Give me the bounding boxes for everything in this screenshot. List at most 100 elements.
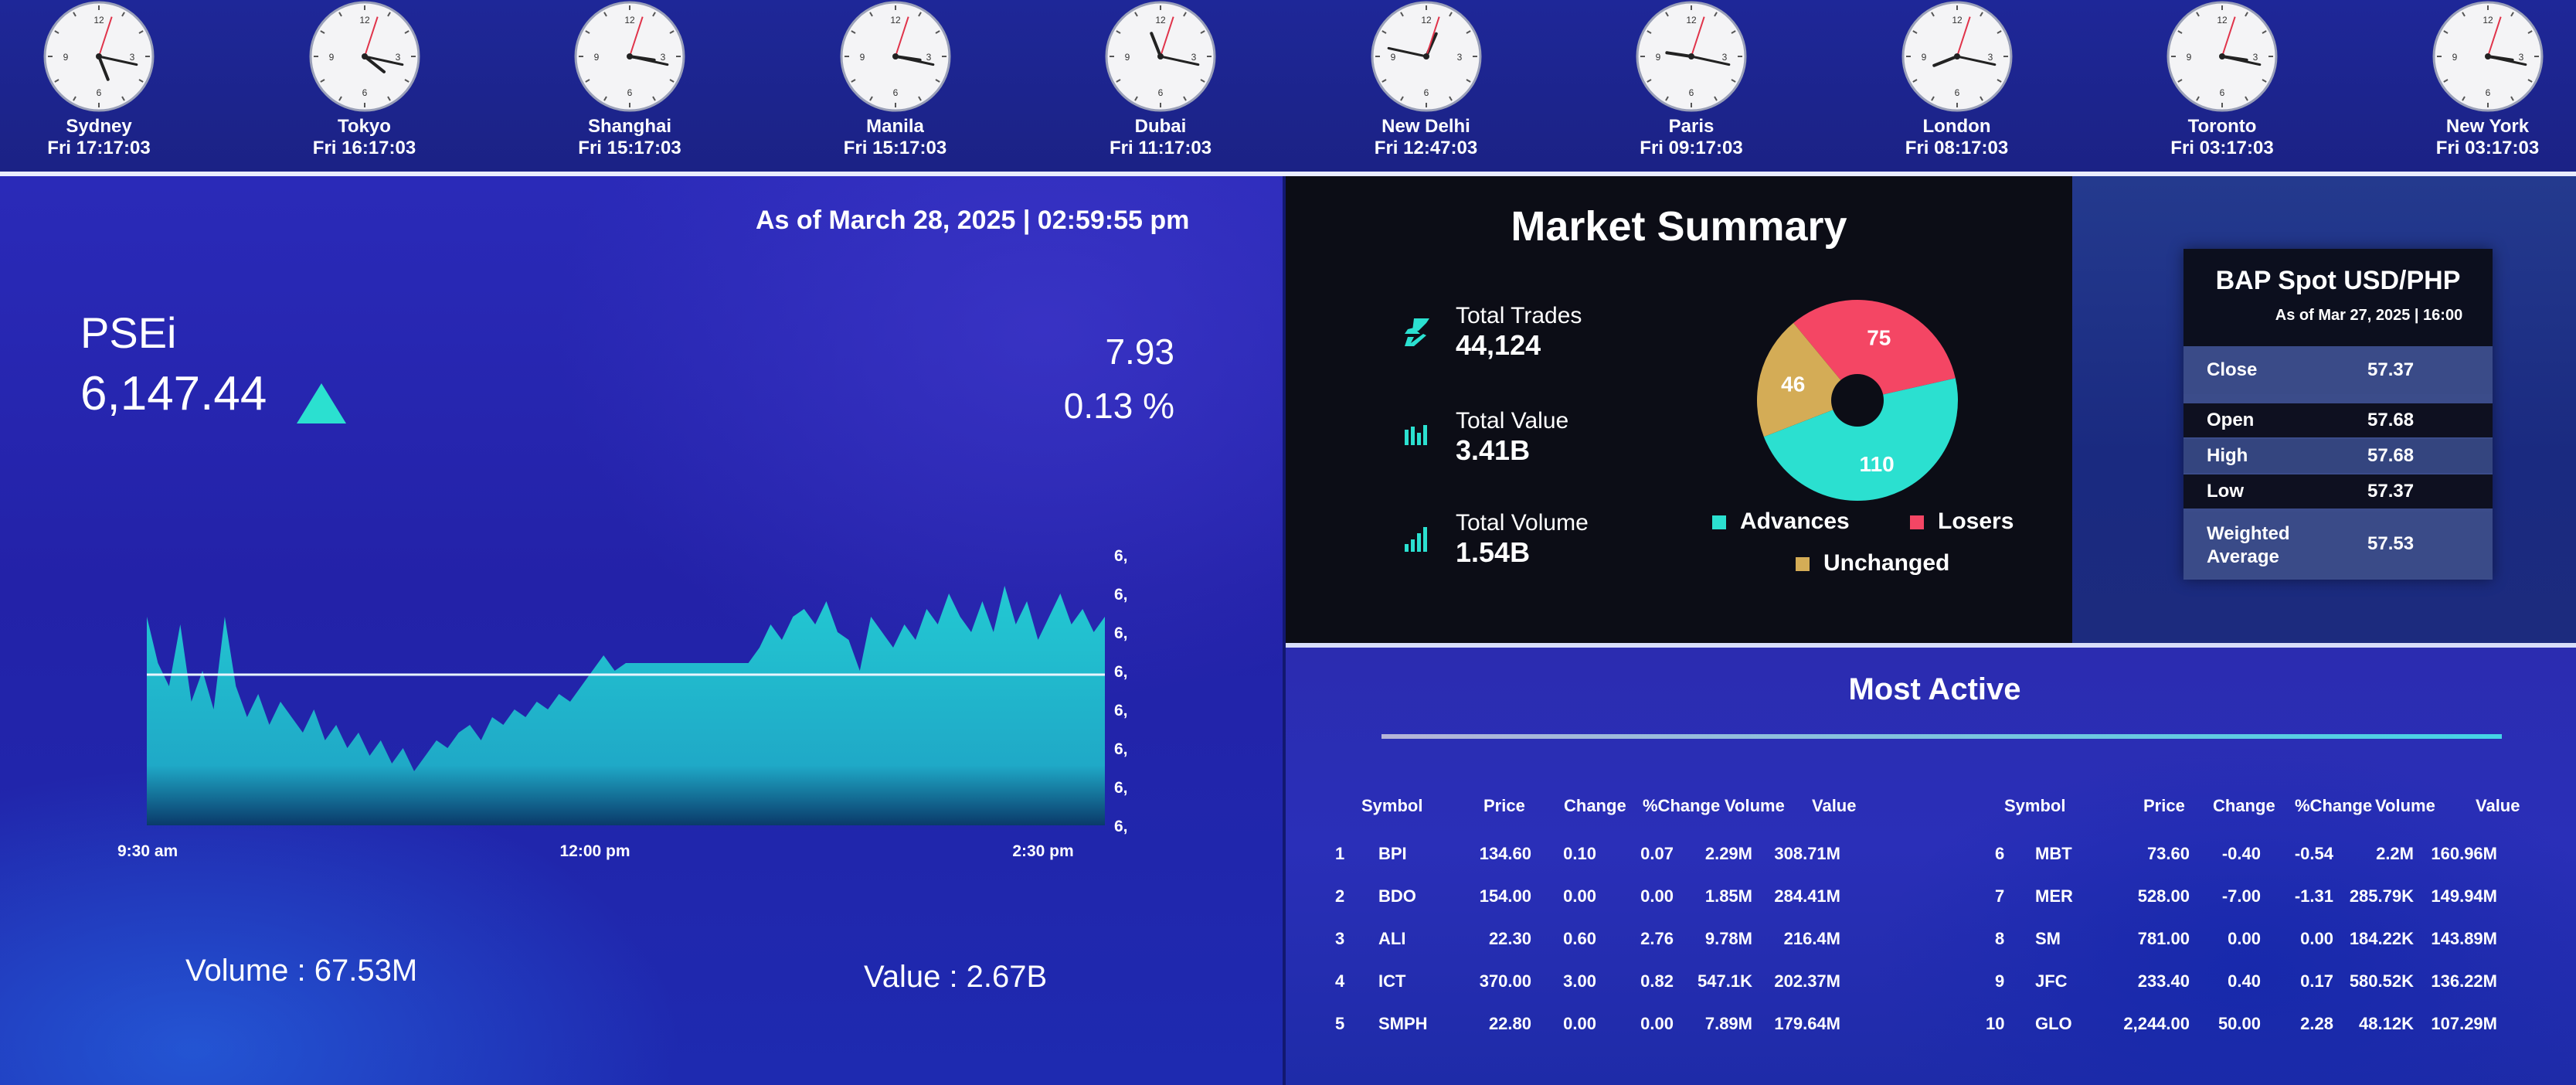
svg-text:9: 9 — [63, 52, 69, 63]
svg-text:6: 6 — [2485, 87, 2490, 98]
column-header-value: Value — [1812, 796, 1857, 815]
psei-panel: As of March 28, 2025 | 02:59:55 pm PSEi … — [0, 176, 1283, 1085]
column-header-symbol: Symbol — [2004, 796, 2066, 815]
clock-face-icon: 12 3 6 9 — [1901, 1, 2012, 112]
column-header-pct-change: %Change — [2295, 796, 2373, 815]
row-pct-change: 0.00 — [1640, 1014, 1674, 1033]
clock-city-label: New York — [2445, 116, 2530, 137]
svg-text:6: 6 — [97, 87, 102, 98]
most-active-title: Most Active — [1848, 672, 2021, 706]
clock-paris: 12 3 6 9 Paris Fri 09:17:03 — [1614, 0, 1769, 159]
row-symbol: SMPH — [1378, 1014, 1428, 1033]
donut-slice-unchanged — [1757, 322, 1857, 437]
row-price: 22.30 — [1488, 929, 1531, 948]
clock-face-icon: 12 3 6 9 — [309, 1, 420, 112]
clock-shanghai: 12 3 6 9 Shanghai Fri 15:17:03 — [552, 0, 707, 159]
section-divider — [1286, 643, 2576, 648]
row-change: -7.00 — [2221, 886, 2261, 906]
svg-text:9: 9 — [1390, 52, 1395, 63]
row-change: 50.00 — [2217, 1014, 2261, 1033]
total-value-stat: Total Value 3.41B — [1405, 408, 1568, 467]
svg-text:3: 3 — [130, 52, 135, 63]
clock-toronto: 12 3 6 9 Toronto Fri 03:17:03 — [2145, 0, 2299, 159]
svg-text:12: 12 — [1421, 15, 1432, 26]
svg-text:9: 9 — [328, 52, 334, 63]
row-pct-change: -1.31 — [2294, 886, 2333, 906]
total-trades-label: Total Trades — [1456, 303, 1582, 328]
row-change: 3.00 — [1563, 971, 1596, 991]
world-clock-strip: 12 3 6 9 Sydney Fri 17:17:03 12 3 6 9 Tokyo Fri 16:… — [0, 0, 2576, 172]
svg-text:3: 3 — [2253, 52, 2258, 63]
svg-text:9: 9 — [2187, 52, 2192, 63]
row-price: 73.60 — [2146, 844, 2190, 863]
clock-city-label: Dubai — [1134, 116, 1187, 137]
row-pct-change: 0.07 — [1640, 844, 1674, 863]
row-volume: 48.12K — [2359, 1014, 2414, 1033]
row-change: 0.40 — [2228, 971, 2261, 991]
svg-text:12: 12 — [890, 15, 901, 26]
clock-new-york: 12 3 6 9 New York Fri 03:17:03 — [2411, 0, 2565, 159]
svg-text:3: 3 — [1987, 52, 1993, 63]
column-header-change: Change — [2213, 796, 2275, 815]
y-tick-label: 6,120 — [1114, 818, 1128, 835]
row-change: -0.40 — [2221, 844, 2261, 863]
column-header-volume: Volume — [2375, 796, 2435, 815]
clock-city-label: New Delhi — [1381, 116, 1470, 137]
clock-face-icon: 12 3 6 9 — [1636, 1, 1747, 112]
row-value: 179.64M — [1774, 1014, 1840, 1033]
row-rank: 9 — [1995, 971, 2005, 991]
clock-face-icon: 12 3 6 9 — [574, 1, 685, 112]
donut-label-advances: 110 — [1860, 452, 1895, 476]
row-value: 107.29M — [2431, 1014, 2497, 1033]
clock-face-icon: 12 3 6 9 — [1371, 1, 1481, 112]
unchanged-swatch — [1796, 557, 1810, 572]
column-header-change: Change — [1564, 796, 1626, 815]
bar-chart-icon — [1405, 425, 1427, 445]
svg-text:12: 12 — [2217, 15, 2228, 26]
clock-face-icon: 12 3 6 9 — [2166, 1, 2278, 112]
y-tick-label: 6,135 — [1114, 702, 1128, 719]
bap-row-close: Close 57.37 — [2183, 346, 2493, 394]
clock-time-label: Fri 11:17:03 — [1109, 138, 1212, 158]
advances-swatch — [1712, 515, 1726, 530]
clock-time-label: Fri 17:17:03 — [47, 138, 151, 158]
row-price: 154.00 — [1479, 886, 1531, 906]
y-tick-label: 6,155 — [1114, 547, 1128, 565]
total-volume-value: 1.54B — [1456, 536, 1531, 568]
svg-text:12: 12 — [624, 15, 635, 26]
svg-text:12: 12 — [1155, 15, 1166, 26]
svg-text:9: 9 — [1921, 52, 1926, 63]
svg-text:3: 3 — [1456, 52, 1462, 63]
svg-text:12: 12 — [359, 15, 370, 26]
svg-text:9: 9 — [594, 52, 600, 63]
row-symbol: BPI — [1378, 844, 1407, 863]
row-symbol: MER — [2035, 886, 2073, 906]
row-price: 134.60 — [1479, 844, 1531, 863]
signal-bars-icon — [1405, 527, 1427, 552]
row-rank: 2 — [1335, 886, 1345, 906]
row-rank: 4 — [1335, 971, 1345, 991]
row-rank: 6 — [1995, 844, 2005, 863]
svg-text:6: 6 — [1423, 87, 1429, 98]
clock-face-icon: 12 3 6 9 — [43, 1, 155, 112]
svg-text:9: 9 — [2452, 52, 2457, 63]
row-value: 308.71M — [1774, 844, 1840, 863]
row-symbol: MBT — [2035, 844, 2072, 863]
column-header-value: Value — [2476, 796, 2520, 815]
clock-time-label: Fri 03:17:03 — [2435, 138, 2540, 158]
row-rank: 10 — [1986, 1014, 2005, 1033]
clock-time-label: Fri 15:17:03 — [843, 138, 947, 158]
clock-tokyo: 12 3 6 9 Tokyo Fri 16:17:03 — [287, 0, 442, 159]
as-of-timestamp: As of March 28, 2025 | 02:59:55 pm — [756, 206, 1190, 235]
clock-face-icon: 12 3 6 9 — [1105, 1, 1216, 112]
clock-time-label: Fri 15:17:03 — [578, 138, 681, 158]
clock-time-label: Fri 12:47:03 — [1374, 138, 1478, 158]
total-value-value: 3.41B — [1456, 434, 1531, 466]
y-tick-label: 6,150 — [1114, 586, 1128, 604]
row-price: 2,244.00 — [2123, 1014, 2190, 1033]
column-header-pct-change: %Change — [1643, 796, 1721, 815]
donut-slice-losers — [1793, 300, 1956, 400]
strip-divider — [0, 172, 2576, 176]
row-symbol: GLO — [2035, 1014, 2072, 1033]
index-volume: Volume : 67.53M — [185, 954, 418, 988]
